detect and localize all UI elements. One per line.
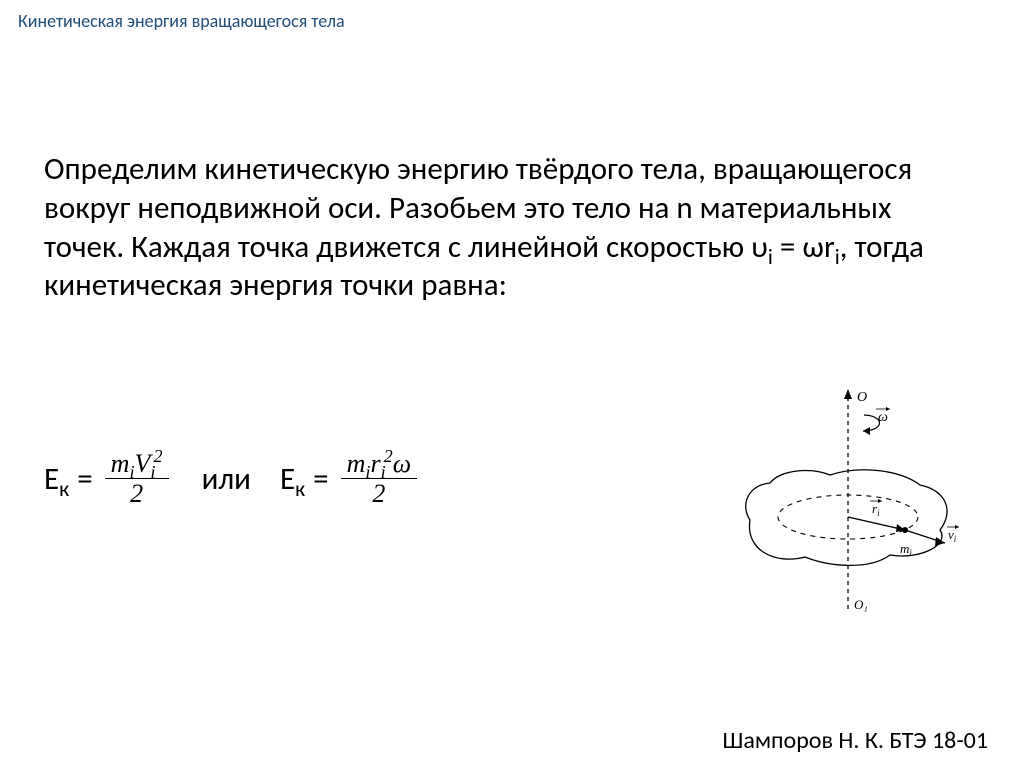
omega-arrow-icon xyxy=(863,427,870,435)
fraction-1: miVi2 2 xyxy=(105,450,169,508)
fraction-2-den: 2 xyxy=(366,479,391,507)
fraction-1-num: miVi2 xyxy=(105,450,169,479)
v-vector-bar-arrow xyxy=(955,525,959,529)
f2-m: m xyxy=(347,449,366,478)
fraction-2-num: miri2ω xyxy=(341,450,417,479)
label-axis-top: O xyxy=(857,390,867,405)
f2-r: r xyxy=(370,449,380,478)
slide-title: Кинетическая энергия вращающегося тела xyxy=(18,10,345,32)
f2-omega: ω xyxy=(393,449,411,478)
label-v: vi xyxy=(948,527,957,544)
fraction-2: miri2ω 2 xyxy=(341,450,417,508)
equals-1: = xyxy=(77,460,92,498)
omega-vector-bar-arrow xyxy=(886,407,890,411)
f1-V: V xyxy=(135,449,151,478)
formula-2-symbol: Ек xyxy=(280,460,305,498)
slide: Кинетическая энергия вращающегося тела О… xyxy=(0,0,1024,767)
E-symbol-1: Е xyxy=(44,460,59,498)
author-credit: Шампоров Н. К. БТЭ 18-01 xyxy=(722,726,988,755)
body-text-mid: = ωr xyxy=(773,228,835,266)
rotation-diagram: O ω ri vi mi O₁ xyxy=(720,385,980,625)
E-symbol-2: Е xyxy=(280,460,295,498)
joiner-or: или xyxy=(181,460,272,498)
f2-sq: 2 xyxy=(384,446,393,466)
equals-2: = xyxy=(313,460,328,498)
E-sub-1: к xyxy=(59,475,69,502)
f1-sq: 2 xyxy=(153,446,162,466)
E-sub-2: к xyxy=(295,475,305,502)
label-omega: ω xyxy=(878,410,888,425)
label-axis-bottom: O₁ xyxy=(854,597,868,612)
fraction-1-den: 2 xyxy=(124,479,149,507)
body-outline xyxy=(746,470,947,566)
formula-row: Ек = miVi2 2 или Ек = miri2ω 2 xyxy=(44,450,421,508)
f1-m: m xyxy=(111,449,130,478)
body-paragraph: Определим кинетическую энергию твёрдого … xyxy=(44,150,964,305)
axis-arrow-icon xyxy=(844,389,852,399)
formula-1-symbol: Ек xyxy=(44,460,69,498)
